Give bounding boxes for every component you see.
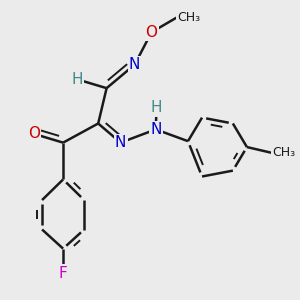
Text: O: O — [146, 25, 158, 40]
Text: F: F — [59, 266, 68, 280]
Text: N: N — [115, 135, 126, 150]
Text: H: H — [71, 72, 83, 87]
Text: H: H — [151, 100, 162, 116]
Text: CH₃: CH₃ — [272, 146, 295, 159]
Text: CH₃: CH₃ — [177, 11, 200, 24]
Text: N: N — [129, 57, 140, 72]
Text: O: O — [28, 126, 40, 141]
Text: N: N — [150, 122, 161, 137]
